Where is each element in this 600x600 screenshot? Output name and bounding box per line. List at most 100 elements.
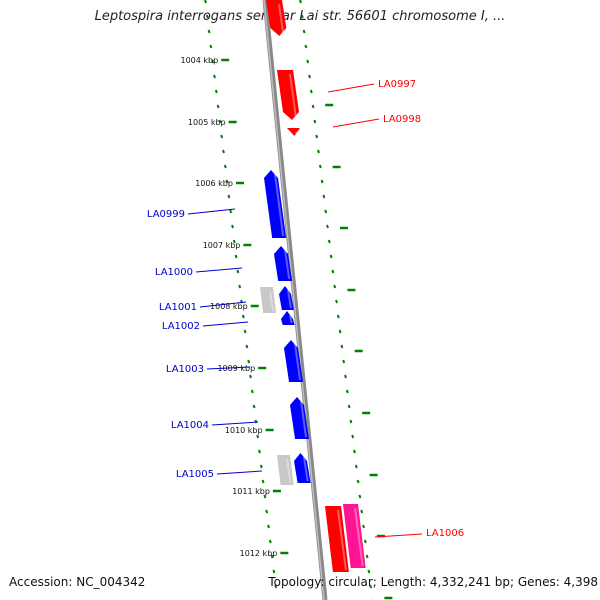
label-leader-la0998 xyxy=(332,118,380,128)
minor-tick xyxy=(349,419,353,424)
minor-tick xyxy=(300,14,304,19)
minor-tick xyxy=(322,194,326,199)
minor-tick xyxy=(218,119,222,124)
minor-tick xyxy=(342,359,346,364)
minor-tick xyxy=(207,29,211,34)
minor-tick xyxy=(238,284,242,289)
minor-tick xyxy=(274,584,278,589)
minor-tick xyxy=(250,389,254,394)
gene-la1006-pink-body xyxy=(343,504,366,568)
minor-tick xyxy=(211,59,215,64)
gene-top-red-body xyxy=(266,0,287,36)
accession-text: Accession: NC_004342 xyxy=(9,575,146,589)
minor-tick xyxy=(324,209,328,214)
minor-tick xyxy=(315,134,319,139)
gene-la1005-shine xyxy=(303,456,309,482)
minor-tick xyxy=(309,89,313,94)
gene-la0997-shine xyxy=(289,73,297,119)
minor-tick xyxy=(243,329,247,334)
minor-tick xyxy=(345,389,349,394)
minor-tick xyxy=(263,494,267,499)
kbp-label: 1011 kbp xyxy=(232,487,270,496)
gene-la0997-body xyxy=(277,70,299,120)
minor-tick xyxy=(362,524,365,529)
gene-la1002-body xyxy=(281,311,295,325)
minor-tick xyxy=(256,434,260,439)
gene-top-red-shine xyxy=(278,3,285,35)
label-leader-la1000 xyxy=(195,267,243,273)
gene-la1005-grey xyxy=(277,455,294,485)
minor-tick xyxy=(358,494,362,499)
kbp-label: 1009 kbp xyxy=(217,364,255,373)
gene-la1006-body xyxy=(325,506,349,572)
minor-tick xyxy=(234,254,238,259)
minor-tick xyxy=(225,179,229,184)
minor-tick xyxy=(229,209,233,214)
gene-la1005 xyxy=(294,453,311,483)
minor-tick xyxy=(216,104,220,109)
label-leader-la0999 xyxy=(187,208,236,215)
gene-la1001-shine xyxy=(287,289,292,309)
gene-label-la0998: LA0998 xyxy=(383,114,421,125)
minor-tick xyxy=(367,569,371,574)
gene-la1002 xyxy=(281,311,295,325)
gene-label-la1003: LA1003 xyxy=(166,364,204,375)
label-leader-la1005 xyxy=(216,470,263,475)
minor-tick xyxy=(333,284,337,289)
minor-tick xyxy=(247,359,251,364)
minor-tick xyxy=(204,0,207,4)
gene-la0997 xyxy=(277,70,299,120)
gene-la1001-grey xyxy=(260,287,277,313)
gene-la0999-shine xyxy=(274,173,285,237)
gene-la1003 xyxy=(284,340,304,382)
kbp-label: 1006 kbp xyxy=(195,179,233,188)
minor-tick xyxy=(340,344,344,349)
minor-tick xyxy=(304,44,308,49)
map-title: Leptospira interrogans serovar Lai str. … xyxy=(94,9,506,24)
gene-la0998 xyxy=(286,128,300,136)
minor-tick xyxy=(331,269,335,274)
minor-tick xyxy=(267,524,270,529)
gene-la1000 xyxy=(274,246,293,281)
gene-la1006-pink xyxy=(343,504,366,568)
minor-tick xyxy=(299,0,302,4)
minor-tick xyxy=(270,554,274,559)
minor-tick xyxy=(259,464,263,469)
minor-tick xyxy=(227,194,231,199)
kbp-label: 1005 kbp xyxy=(188,118,226,127)
minor-tick xyxy=(252,404,256,409)
minor-tick xyxy=(272,569,276,574)
minor-tick xyxy=(329,254,333,259)
minor-tick xyxy=(205,14,209,19)
kbp-label: 1004 kbp xyxy=(180,56,218,65)
minor-tick xyxy=(302,29,306,34)
gene-la1006 xyxy=(325,506,349,572)
gene-label-la1005: LA1005 xyxy=(176,469,214,480)
minor-tick xyxy=(360,509,364,514)
gene-la1001-grey-body xyxy=(260,287,277,313)
gene-label-la0997: LA0997 xyxy=(378,79,416,90)
label-leader-la1001 xyxy=(199,301,247,308)
gene-label-la1002: LA1002 xyxy=(162,321,200,332)
minor-tick xyxy=(209,44,213,49)
label-leader-la0997 xyxy=(327,83,375,93)
label-leader-la1002 xyxy=(202,321,249,327)
minor-tick xyxy=(327,239,331,244)
minor-tick xyxy=(308,74,311,79)
kbp-label: 1007 kbp xyxy=(203,241,241,250)
gene-label-la1006: LA1006 xyxy=(426,528,464,539)
minor-tick xyxy=(241,314,245,319)
minor-tick xyxy=(258,449,261,454)
minor-tick xyxy=(326,224,329,229)
gene-la1003-body xyxy=(284,340,304,382)
gene-la1002-shine xyxy=(289,314,293,324)
minor-tick xyxy=(268,539,272,544)
minor-tick xyxy=(320,179,324,184)
minor-tick xyxy=(213,74,216,79)
gene-la0999-body xyxy=(264,170,287,238)
backbone-highlight xyxy=(263,0,325,600)
gene-la1006-shine xyxy=(337,509,347,571)
gene-la1001 xyxy=(279,286,294,310)
minor-tick xyxy=(369,584,373,589)
